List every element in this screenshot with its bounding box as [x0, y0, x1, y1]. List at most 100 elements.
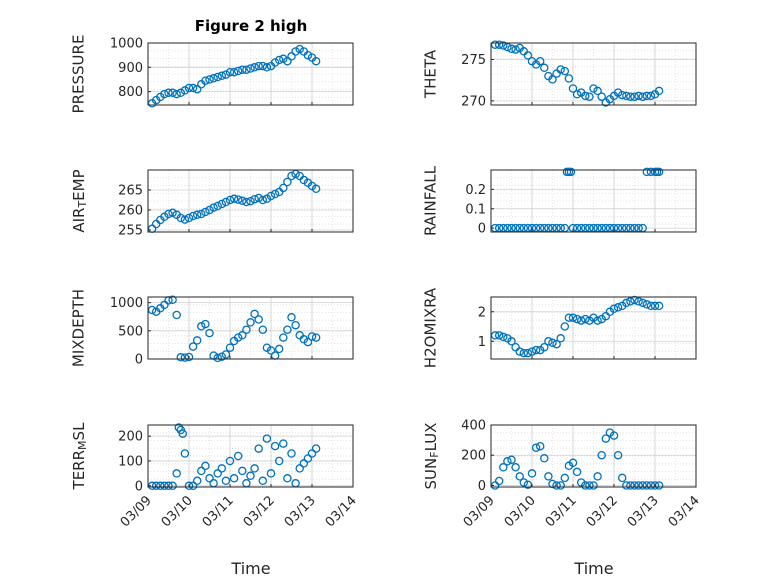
data-point	[544, 337, 553, 346]
y-tick-label: 0	[135, 479, 143, 494]
data-point	[295, 464, 304, 473]
data-point	[654, 167, 664, 177]
data-point	[213, 353, 222, 363]
data-point	[184, 481, 194, 491]
data-point	[221, 197, 231, 207]
data-point	[566, 167, 576, 177]
data-point	[646, 167, 656, 177]
data-point	[180, 215, 190, 224]
data-point	[258, 61, 268, 71]
data-point	[556, 334, 565, 343]
data-point	[494, 476, 504, 486]
y-tick-label: 2	[478, 305, 486, 320]
data-point	[258, 476, 268, 486]
data-point	[540, 63, 549, 73]
data-point	[630, 481, 639, 490]
subplot-6: 1 2 H2OMIXRA	[422, 287, 697, 368]
data-point	[609, 431, 619, 440]
y-tick-label: 900	[118, 61, 143, 76]
y-axis-label: THETA	[422, 49, 440, 99]
data-point	[642, 300, 652, 309]
axes-box	[147, 169, 354, 233]
data-point	[254, 61, 263, 71]
data-point	[188, 83, 198, 93]
data-point	[221, 476, 231, 486]
data-point	[617, 90, 627, 100]
data-point	[593, 472, 602, 481]
data-point	[188, 211, 198, 221]
subplot-5: 0 500 1000 MIXDEPTH	[70, 289, 354, 368]
data-point	[283, 177, 292, 187]
data-point	[572, 314, 582, 324]
data-point	[548, 479, 557, 489]
y-tick-label: 1000	[110, 296, 143, 311]
data-point	[560, 322, 570, 331]
data-point	[548, 338, 557, 348]
data-point	[205, 328, 214, 338]
data-point	[650, 301, 660, 311]
data-point	[581, 481, 590, 490]
data-point	[646, 91, 656, 101]
axes-box	[490, 169, 697, 233]
data-point	[266, 469, 276, 478]
data-point	[279, 54, 288, 64]
y-tick-label: 0	[478, 479, 486, 494]
data-point	[499, 332, 508, 342]
data-point	[172, 310, 181, 320]
data-point	[287, 313, 296, 322]
data-point	[274, 344, 284, 354]
data-point	[597, 92, 606, 101]
data-point	[527, 347, 537, 356]
data-point	[531, 345, 541, 355]
data-point	[303, 50, 313, 60]
data-point	[217, 464, 227, 473]
data-point	[209, 74, 218, 83]
data-point	[274, 55, 284, 65]
data-point	[613, 303, 623, 312]
data-point	[540, 342, 549, 352]
data-point	[560, 473, 570, 483]
data-point	[503, 457, 512, 466]
data-point	[535, 56, 545, 66]
data-point	[287, 52, 296, 61]
data-point	[258, 325, 268, 334]
y-axis-label: MIXDEPTH	[70, 289, 88, 367]
data-point	[168, 208, 177, 218]
data-point	[279, 439, 288, 448]
data-point	[609, 304, 619, 314]
data-point	[307, 332, 317, 341]
data-point	[564, 74, 574, 83]
data-point	[270, 189, 280, 199]
data-point	[151, 481, 161, 491]
y-axis-label: PRESSURE	[70, 35, 88, 114]
data-point	[168, 295, 177, 305]
data-point	[176, 353, 186, 362]
data-point	[242, 65, 251, 74]
data-point	[258, 195, 268, 205]
data-point	[201, 207, 210, 217]
data-point	[638, 92, 647, 101]
data-point	[535, 441, 545, 451]
data-point	[515, 472, 524, 481]
data-point	[564, 313, 574, 322]
data-point	[593, 86, 602, 96]
data-point	[523, 348, 533, 358]
y-tick-label: 1000	[110, 37, 143, 52]
axes-box	[147, 42, 354, 106]
data-point	[634, 481, 643, 490]
data-point	[576, 316, 586, 325]
data-point	[283, 325, 292, 334]
y-tick-label: 0.2	[465, 183, 486, 198]
y-tick-label: 500	[118, 324, 143, 339]
data-point	[176, 213, 186, 223]
data-point	[270, 441, 280, 451]
y-tick-label: 275	[461, 53, 486, 68]
y-tick-label: 265	[118, 184, 143, 199]
data-point	[630, 92, 639, 101]
data-point	[156, 481, 165, 491]
data-point	[233, 66, 243, 76]
data-point	[287, 449, 296, 458]
data-point	[174, 423, 184, 432]
axes-box	[490, 42, 697, 106]
